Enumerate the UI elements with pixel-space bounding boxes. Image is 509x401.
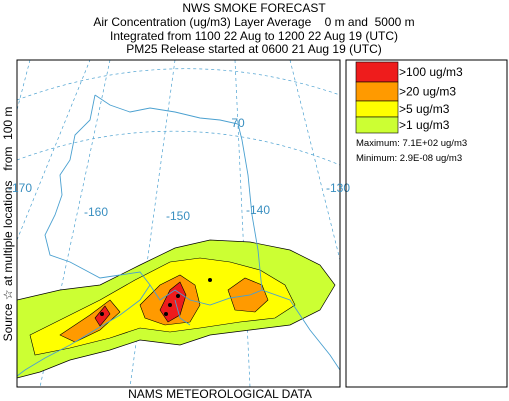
footer: NAMS METEOROLOGICAL DATA xyxy=(128,387,312,401)
coastline xyxy=(17,94,340,377)
legend-frame xyxy=(345,59,508,388)
map-label: 70 xyxy=(231,116,245,130)
subtitle-1: Air Concentration (ug/m3) Layer Average … xyxy=(93,15,414,29)
legend: >100 ug/m3 >20 ug/m3 >5 ug/m3 >1 ug/m3 Maxi… xyxy=(345,59,508,388)
map-labels: -170 -160 -150 -140 -130 70 xyxy=(8,116,350,223)
map-content xyxy=(17,60,340,387)
subtitle-2: Integrated from 1100 22 Aug to 1200 22 A… xyxy=(110,29,398,43)
map: -170 -160 -150 -140 -130 70 xyxy=(8,59,350,388)
legend-items: >100 ug/m3 >20 ug/m3 >5 ug/m3 >1 ug/m3 xyxy=(355,61,463,134)
map-label: -130 xyxy=(326,181,350,195)
map-label: -150 xyxy=(166,209,190,223)
legend-swatch xyxy=(355,100,399,118)
legend-swatch xyxy=(355,81,399,102)
title: NWS SMOKE FORECAST xyxy=(182,1,326,15)
legend-swatch xyxy=(355,61,399,83)
map-label: -170 xyxy=(8,181,32,195)
legend-minimum: Minimum: 2.9E-08 ug/m3 xyxy=(356,153,462,164)
smoke-plume xyxy=(17,239,336,379)
legend-label: >5 ug/m3 xyxy=(399,102,450,116)
legend-maximum: Maximum: 7.1E+02 ug/m3 xyxy=(356,138,467,149)
source-markers xyxy=(100,278,212,316)
legend-label: >20 ug/m3 xyxy=(399,85,456,99)
map-label: -160 xyxy=(84,205,108,219)
map-label: -140 xyxy=(246,203,270,217)
side-label: Source ☆ at multiple locations from 100 … xyxy=(1,107,15,342)
map-frame xyxy=(16,59,341,388)
legend-swatch xyxy=(355,116,399,134)
legend-label: >1 ug/m3 xyxy=(399,118,450,132)
subtitle-3: PM25 Release started at 0600 21 Aug 19 (… xyxy=(126,42,381,56)
legend-label: >100 ug/m3 xyxy=(399,65,463,79)
